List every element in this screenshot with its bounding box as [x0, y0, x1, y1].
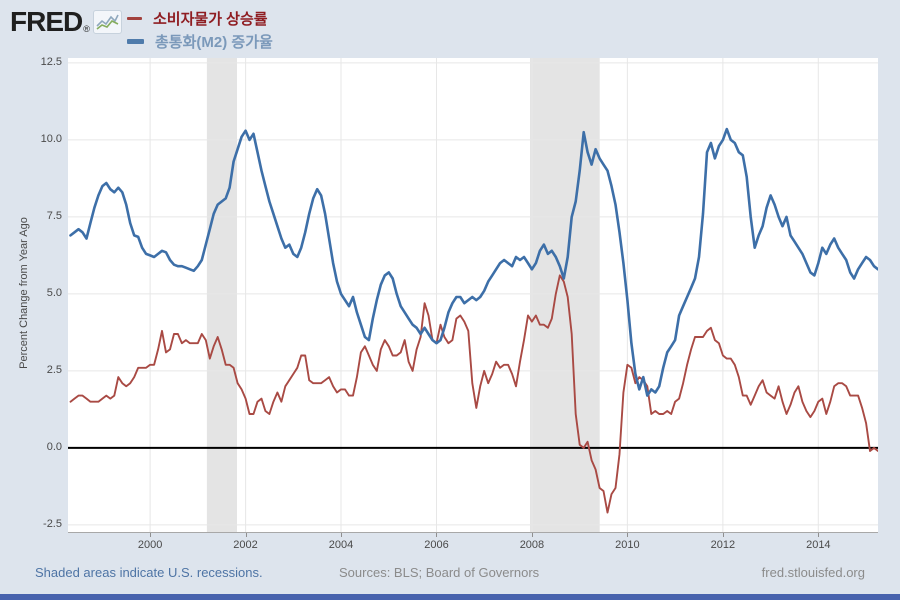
y-tick-label: -2.5: [43, 517, 62, 530]
registered-mark: ®: [83, 24, 90, 34]
fred-logo: FRED ®: [10, 6, 122, 38]
x-tick-mark: [150, 533, 151, 537]
y-tick-label: 5.0: [46, 286, 62, 299]
x-tick-label: 2006: [424, 539, 449, 551]
legend-item-m2: 총통화(M2) 증가율: [127, 30, 273, 53]
y-tick-label: 0.0: [46, 440, 62, 453]
m2-legend-label: 총통화(M2) 증가율: [155, 34, 273, 51]
fred-logo-text: FRED: [10, 6, 83, 37]
x-tick-label: 2012: [710, 539, 736, 551]
bottom-accent-bar: [0, 594, 900, 600]
x-tick-label: 2000: [137, 539, 163, 551]
cpi-legend-label: 소비자물가 상승률: [153, 11, 268, 28]
x-tick-label: 2010: [615, 539, 640, 551]
x-tick-mark: [436, 533, 437, 537]
x-tick-label: 2014: [806, 539, 831, 551]
sources-note: Sources: BLS; Board of Governors: [339, 565, 540, 580]
legend-item-cpi: 소비자물가 상승률: [127, 7, 273, 30]
y-tick-label: 12.5: [40, 55, 62, 68]
m2-line-swatch: [127, 39, 144, 44]
x-tick-label: 2002: [233, 539, 258, 551]
x-tick-mark: [818, 533, 819, 537]
fred-sparkline-icon: [92, 10, 122, 34]
recession-note: Shaded areas indicate U.S. recessions.: [35, 565, 263, 580]
x-tick-mark: [341, 533, 342, 537]
x-tick-mark: [627, 533, 628, 537]
x-tick-label: 2008: [519, 539, 545, 551]
x-tick-mark: [532, 533, 533, 537]
chart-legend: 소비자물가 상승률 총통화(M2) 증가율: [127, 7, 273, 53]
y-tick-label: 10.0: [40, 132, 62, 145]
y-tick-label: 7.5: [46, 209, 62, 222]
cpi-line-swatch: [127, 17, 142, 20]
fred-url-link[interactable]: fred.stlouisfed.org: [761, 565, 865, 580]
y-tick-label: 2.5: [46, 363, 62, 376]
x-tick-mark: [723, 533, 724, 537]
x-tick-label: 2004: [328, 539, 354, 551]
chart-plot-area: [68, 58, 878, 533]
x-tick-mark: [246, 533, 247, 537]
chart-svg: [68, 58, 878, 532]
